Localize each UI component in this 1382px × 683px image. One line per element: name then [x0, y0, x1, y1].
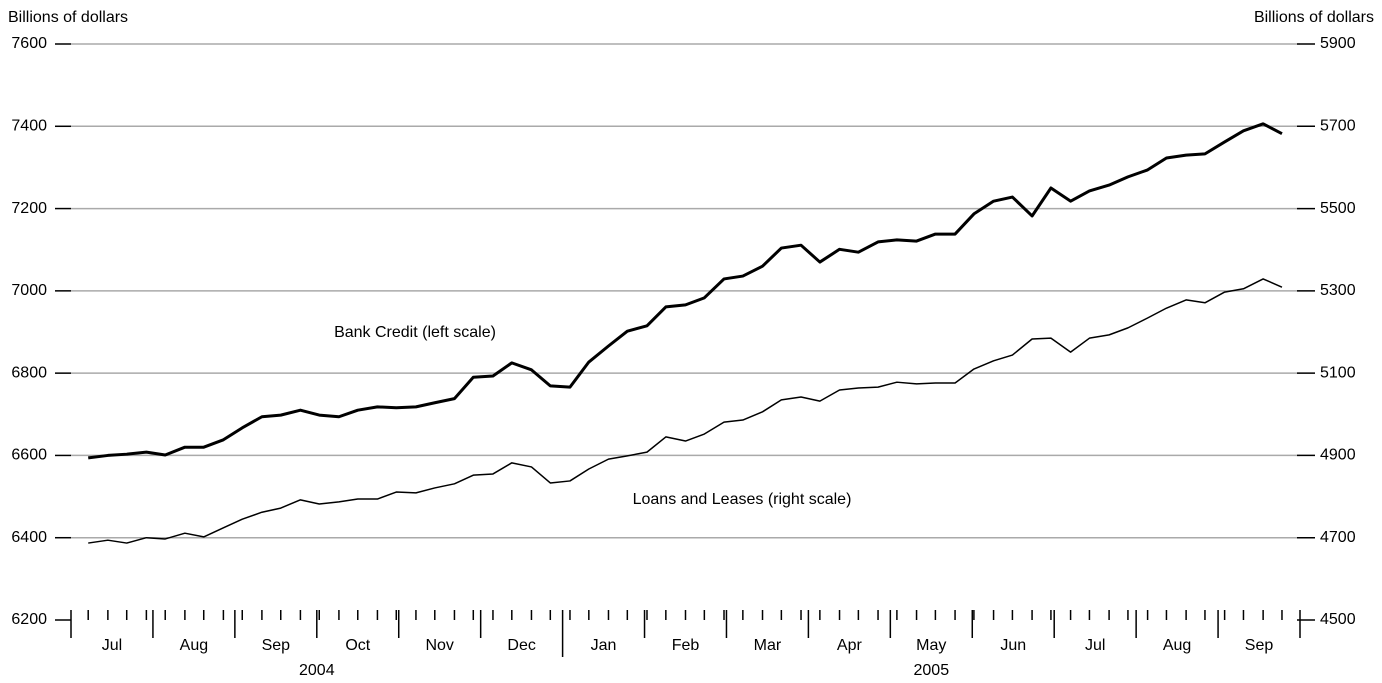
y2-tick-label: 4700 [1320, 529, 1356, 546]
x-tick-label: Nov [425, 637, 453, 654]
series-line [88, 278, 1283, 544]
x-tick-label: Aug [1163, 637, 1191, 654]
x-tick-label: Apr [837, 637, 863, 654]
y-tick-label: 6200 [11, 611, 47, 628]
x-tick-label: Oct [345, 637, 370, 654]
y2-axis-label: Billions of dollars [1254, 9, 1374, 26]
y-tick-label: 7600 [11, 35, 47, 52]
year-label: 2004 [299, 662, 335, 679]
y2-tick-label: 4500 [1320, 611, 1356, 628]
y-axis-label: Billions of dollars [8, 9, 128, 26]
x-tick-label: Jun [1000, 637, 1026, 654]
y-tick-label: 6600 [11, 447, 47, 464]
y2-tick-label: 5500 [1320, 200, 1356, 217]
x-tick-label: Dec [507, 637, 535, 654]
x-tick-label: Sep [262, 637, 291, 654]
annotation: Bank Credit (left scale) [334, 324, 496, 341]
y-tick-label: 7000 [11, 282, 47, 299]
x-tick-label: Jul [102, 637, 122, 654]
x-tick-label: Sep [1245, 637, 1274, 654]
year-label: 2005 [914, 662, 950, 679]
x-tick-label: Mar [754, 637, 782, 654]
annotation: Loans and Leases (right scale) [633, 491, 852, 508]
y2-tick-label: 5700 [1320, 118, 1356, 135]
y-tick-label: 7200 [11, 200, 47, 217]
y2-tick-label: 5300 [1320, 282, 1356, 299]
x-tick-label: Aug [180, 637, 208, 654]
x-tick-label: Jan [591, 637, 617, 654]
y2-tick-label: 4900 [1320, 447, 1356, 464]
x-tick-label: Jul [1085, 637, 1105, 654]
x-tick-label: Feb [672, 637, 700, 654]
y2-tick-label: 5900 [1320, 35, 1356, 52]
y-tick-label: 6400 [11, 529, 47, 546]
y2-tick-label: 5100 [1320, 364, 1356, 381]
series-line [88, 122, 1283, 460]
y-tick-label: 7400 [11, 118, 47, 135]
x-tick-label: May [916, 637, 946, 654]
y-tick-label: 6800 [11, 364, 47, 381]
